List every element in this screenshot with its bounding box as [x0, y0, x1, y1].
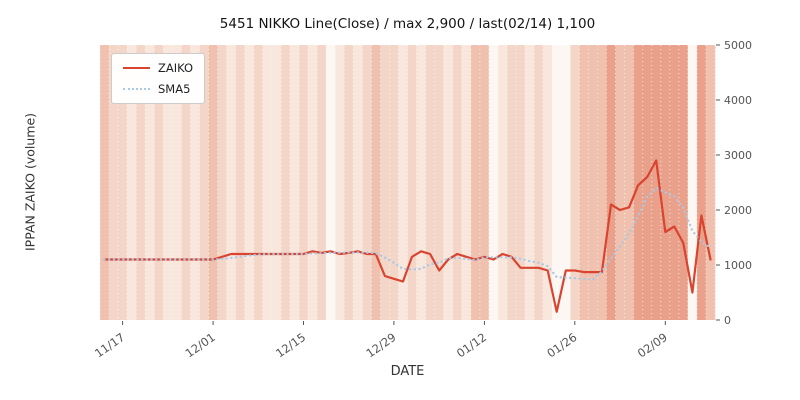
sma5-line: [103, 186, 712, 281]
bg-day-band: [208, 45, 218, 320]
bg-day-band: [660, 45, 671, 320]
bg-day-band: [525, 45, 535, 320]
bg-day-band: [561, 45, 571, 320]
x-tick-label: 12/29: [363, 330, 398, 360]
bg-day-band: [235, 45, 246, 320]
bg-day-band: [470, 45, 481, 320]
bg-day-band: [353, 45, 363, 320]
bg-day-band: [407, 45, 417, 320]
bg-day-band: [588, 45, 598, 320]
x-tick-label: 11/17: [92, 330, 127, 360]
bg-day-band: [109, 45, 119, 320]
legend-item-sma5: SMA5: [123, 82, 193, 96]
chart-title: 5451 NIKKO Line(Close) / max 2,900 / las…: [219, 16, 596, 32]
x-tick-label: 01/12: [454, 330, 489, 360]
bg-day-band: [145, 45, 155, 320]
bg-day-band: [678, 45, 689, 320]
bg-day-band: [615, 45, 625, 320]
bg-day-band: [308, 45, 318, 320]
bg-day-band: [371, 45, 381, 320]
bg-day-band: [262, 45, 273, 320]
bg-day-band: [326, 45, 336, 320]
bg-day-band: [597, 45, 607, 320]
bg-day-band: [398, 45, 408, 320]
bg-day-band: [416, 45, 426, 320]
bg-day-band: [127, 45, 137, 320]
bg-day-band: [606, 45, 616, 320]
sma5-line-swatch: [123, 88, 150, 90]
bg-day-band: [136, 45, 146, 320]
bg-day-band: [642, 45, 653, 320]
bg-day-band: [181, 45, 191, 320]
bg-day-band: [651, 45, 662, 320]
bg-day-band: [443, 45, 454, 320]
x-axis-label: DATE: [390, 364, 425, 379]
bg-day-band: [380, 45, 390, 320]
bg-day-band: [163, 45, 173, 320]
bg-day-band: [344, 45, 354, 320]
bg-day-band: [118, 45, 128, 320]
y-tick-label: 5000: [724, 39, 752, 52]
bg-day-band: [389, 45, 399, 320]
y-tick-label: 2000: [724, 204, 752, 217]
bg-day-band: [425, 45, 436, 320]
bg-day-band: [298, 45, 309, 320]
y-tick-label: 1000: [724, 259, 752, 272]
zaiko-line: [103, 159, 712, 313]
bg-day-band: [434, 45, 445, 320]
bg-day-band: [253, 45, 264, 320]
bg-day-band: [552, 45, 562, 320]
bg-day-band: [570, 45, 580, 320]
bg-day-band: [479, 45, 490, 320]
bg-day-band: [488, 45, 499, 320]
y-tick-label: 0: [724, 314, 731, 327]
bg-day-band: [271, 45, 282, 320]
bg-day-band: [624, 45, 634, 320]
bg-day-band: [244, 45, 255, 320]
bg-day-band: [705, 45, 716, 320]
bg-day-band: [543, 45, 553, 320]
bg-day-band: [452, 45, 463, 320]
legend: ZAIKO SMA5: [111, 53, 206, 104]
bg-day-band: [534, 45, 544, 320]
bg-day-band: [217, 45, 228, 320]
x-tick-label: 12/01: [183, 330, 218, 360]
bg-day-band: [317, 45, 327, 320]
x-tick-label: 02/09: [635, 330, 670, 360]
bg-day-band: [497, 45, 508, 320]
bg-day-band: [172, 45, 182, 320]
bg-day-band: [190, 45, 200, 320]
legend-item-zaiko: ZAIKO: [123, 61, 193, 75]
y-tick-label: 3000: [724, 149, 752, 162]
legend-label-sma5: SMA5: [158, 82, 191, 96]
bg-day-band: [461, 45, 472, 320]
bg-day-band: [579, 45, 589, 320]
x-tick-label: 12/15: [273, 330, 308, 360]
x-tick-label: 01/26: [544, 330, 579, 360]
bg-day-band: [516, 45, 526, 320]
bg-day-band: [362, 45, 372, 320]
bg-day-band: [506, 45, 517, 320]
y-tick-label: 4000: [724, 94, 752, 107]
bg-day-band: [289, 45, 300, 320]
bg-day-band: [669, 45, 680, 320]
bg-day-band: [696, 45, 707, 320]
zaiko-line-swatch: [123, 67, 150, 69]
bg-day-band: [687, 45, 698, 320]
bg-day-band: [633, 45, 644, 320]
bg-day-band: [280, 45, 291, 320]
bg-day-band: [199, 45, 209, 320]
legend-label-zaiko: ZAIKO: [158, 61, 194, 75]
bg-day-band: [226, 45, 237, 320]
bg-day-band: [335, 45, 345, 320]
bg-day-band: [154, 45, 164, 320]
bg-day-band: [100, 45, 110, 320]
